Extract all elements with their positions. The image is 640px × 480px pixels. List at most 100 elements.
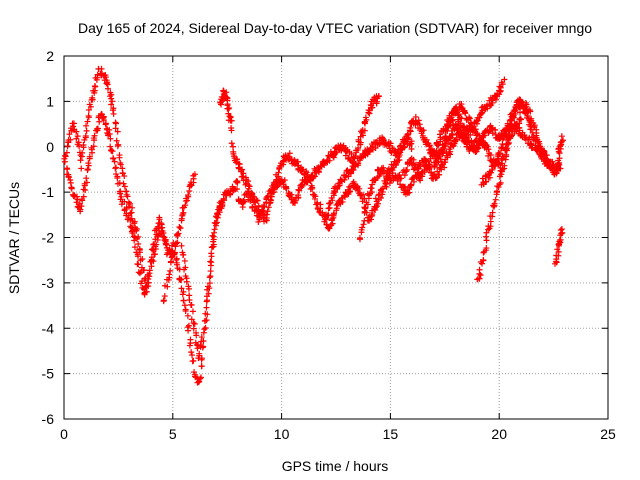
data-point [174, 239, 181, 246]
data-point [530, 133, 537, 140]
data-point [518, 116, 525, 123]
data-point [108, 101, 115, 108]
data-point [417, 163, 424, 170]
data-point [398, 175, 405, 182]
data-point [335, 183, 342, 190]
data-point [553, 258, 560, 265]
x-tick-label: 0 [60, 426, 68, 442]
data-point [512, 105, 519, 112]
data-point [491, 200, 498, 207]
data-point [202, 310, 209, 317]
data-point [372, 204, 379, 211]
data-point [508, 117, 515, 124]
data-point [528, 126, 535, 133]
data-point [258, 214, 265, 221]
data-point [311, 195, 318, 202]
data-point [228, 140, 235, 147]
data-point [496, 151, 503, 158]
data-point [91, 132, 98, 139]
data-point [489, 130, 496, 137]
series-arc-8 [322, 113, 480, 223]
data-point [109, 107, 116, 114]
data-point [66, 131, 73, 138]
data-point [143, 283, 150, 290]
data-point [276, 166, 283, 173]
data-point [325, 212, 332, 219]
data-point [121, 198, 128, 205]
data-point [527, 123, 534, 130]
data-point [150, 258, 157, 265]
data-point [173, 240, 180, 247]
data-point [152, 251, 159, 258]
data-point [263, 217, 270, 224]
data-point [462, 110, 469, 117]
data-point [435, 171, 442, 178]
data-point [329, 220, 336, 227]
data-point [386, 170, 393, 177]
data-point [396, 157, 403, 164]
data-point [197, 375, 204, 382]
data-point [191, 320, 198, 327]
data-point [193, 332, 200, 339]
data-point [123, 204, 130, 211]
data-point [190, 325, 197, 332]
data-point [84, 167, 91, 174]
data-point [191, 369, 198, 376]
data-point [241, 198, 248, 205]
data-point [190, 357, 197, 364]
data-point [131, 244, 138, 251]
data-point [135, 240, 142, 247]
data-point [379, 188, 386, 195]
data-point [517, 115, 524, 122]
data-point [522, 109, 529, 116]
data-point [185, 327, 192, 334]
data-point [485, 152, 492, 159]
data-point [137, 268, 144, 275]
x-tick-label: 5 [169, 426, 177, 442]
data-point [239, 173, 246, 180]
data-point [207, 258, 214, 265]
data-point [372, 144, 379, 151]
data-point [73, 193, 80, 200]
data-point [187, 340, 194, 347]
data-point [181, 257, 188, 264]
data-point [476, 132, 483, 139]
data-point [187, 301, 194, 308]
data-point [307, 178, 314, 185]
data-point [557, 142, 564, 149]
data-point [132, 234, 139, 241]
data-point [480, 257, 487, 264]
data-point [90, 143, 97, 150]
data-point [240, 197, 247, 204]
data-point [303, 168, 310, 175]
data-point [410, 156, 417, 163]
data-point [236, 161, 243, 168]
data-point [476, 135, 483, 142]
data-point [164, 283, 171, 290]
data-point [77, 206, 84, 213]
data-point [421, 167, 428, 174]
data-point [366, 148, 373, 155]
y-tick-label: 1 [46, 93, 54, 109]
data-point [363, 116, 370, 123]
data-point [529, 129, 536, 136]
data-point [431, 163, 438, 170]
data-point [113, 164, 120, 171]
data-point [194, 345, 201, 352]
data-point [496, 83, 503, 90]
data-point [492, 196, 499, 203]
data-point [188, 316, 195, 323]
data-point [505, 134, 512, 141]
y-axis-label: SDTVAR / TECUs [6, 182, 22, 294]
data-point [423, 136, 430, 143]
chart-title: Day 165 of 2024, Sidereal Day-to-day VTE… [78, 20, 592, 36]
data-point [503, 131, 510, 138]
data-point [121, 173, 128, 180]
data-point [207, 273, 214, 280]
data-point [103, 80, 110, 87]
data-point [499, 136, 506, 143]
y-tick-label: -1 [42, 184, 55, 200]
data-point [401, 144, 408, 151]
data-point [556, 150, 563, 157]
data-point [494, 189, 501, 196]
